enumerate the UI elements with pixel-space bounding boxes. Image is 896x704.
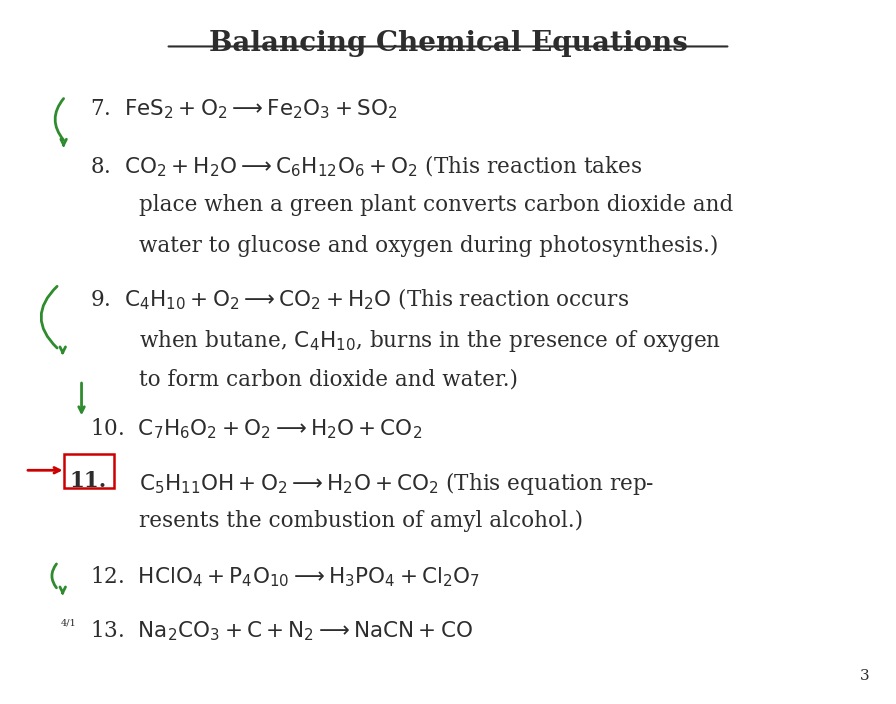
Text: to form carbon dioxide and water.): to form carbon dioxide and water.) [139, 369, 518, 391]
Text: water to glucose and oxygen during photosynthesis.): water to glucose and oxygen during photo… [139, 235, 719, 257]
Text: 13.  $\mathrm{Na_2CO_3 + C + N_2 \longrightarrow NaCN + CO}$: 13. $\mathrm{Na_2CO_3 + C + N_2 \longrig… [90, 618, 472, 643]
Text: $\mathrm{C_5H_{11}OH + O_2 \longrightarrow H_2O + CO_2}$ (This equation rep-: $\mathrm{C_5H_{11}OH + O_2 \longrightarr… [139, 470, 654, 496]
Text: when butane, $\mathrm{C_4H_{10}}$, burns in the presence of oxygen: when butane, $\mathrm{C_4H_{10}}$, burns… [139, 328, 721, 354]
Text: 4/1: 4/1 [61, 618, 77, 627]
Text: 11.: 11. [70, 470, 108, 491]
Text: Balancing Chemical Equations: Balancing Chemical Equations [209, 30, 687, 56]
Text: 10.  $\mathrm{C_7H_6O_2 + O_2 \longrightarrow H_2O + CO_2}$: 10. $\mathrm{C_7H_6O_2 + O_2 \longrighta… [90, 417, 422, 441]
Text: 7.  $\mathrm{FeS_2 + O_2 \longrightarrow Fe_2O_3 + SO_2}$: 7. $\mathrm{FeS_2 + O_2 \longrightarrow … [90, 97, 397, 121]
Text: place when a green plant converts carbon dioxide and: place when a green plant converts carbon… [139, 194, 733, 216]
Text: 12.  $\mathrm{HClO_4 + P_4O_{10} \longrightarrow H_3PO_4 + Cl_2O_7}$: 12. $\mathrm{HClO_4 + P_4O_{10} \longrig… [90, 565, 479, 589]
Text: 8.  $\mathrm{CO_2 + H_2O \longrightarrow C_6H_{12}O_6 + O_2}$ (This reaction tak: 8. $\mathrm{CO_2 + H_2O \longrightarrow … [90, 153, 642, 179]
Text: resents the combustion of amyl alcohol.): resents the combustion of amyl alcohol.) [139, 510, 583, 532]
Text: 9.  $\mathrm{C_4H_{10} + O_2 \longrightarrow CO_2 + H_2O}$ (This reaction occurs: 9. $\mathrm{C_4H_{10} + O_2 \longrightar… [90, 287, 629, 313]
Text: 3: 3 [859, 669, 869, 683]
